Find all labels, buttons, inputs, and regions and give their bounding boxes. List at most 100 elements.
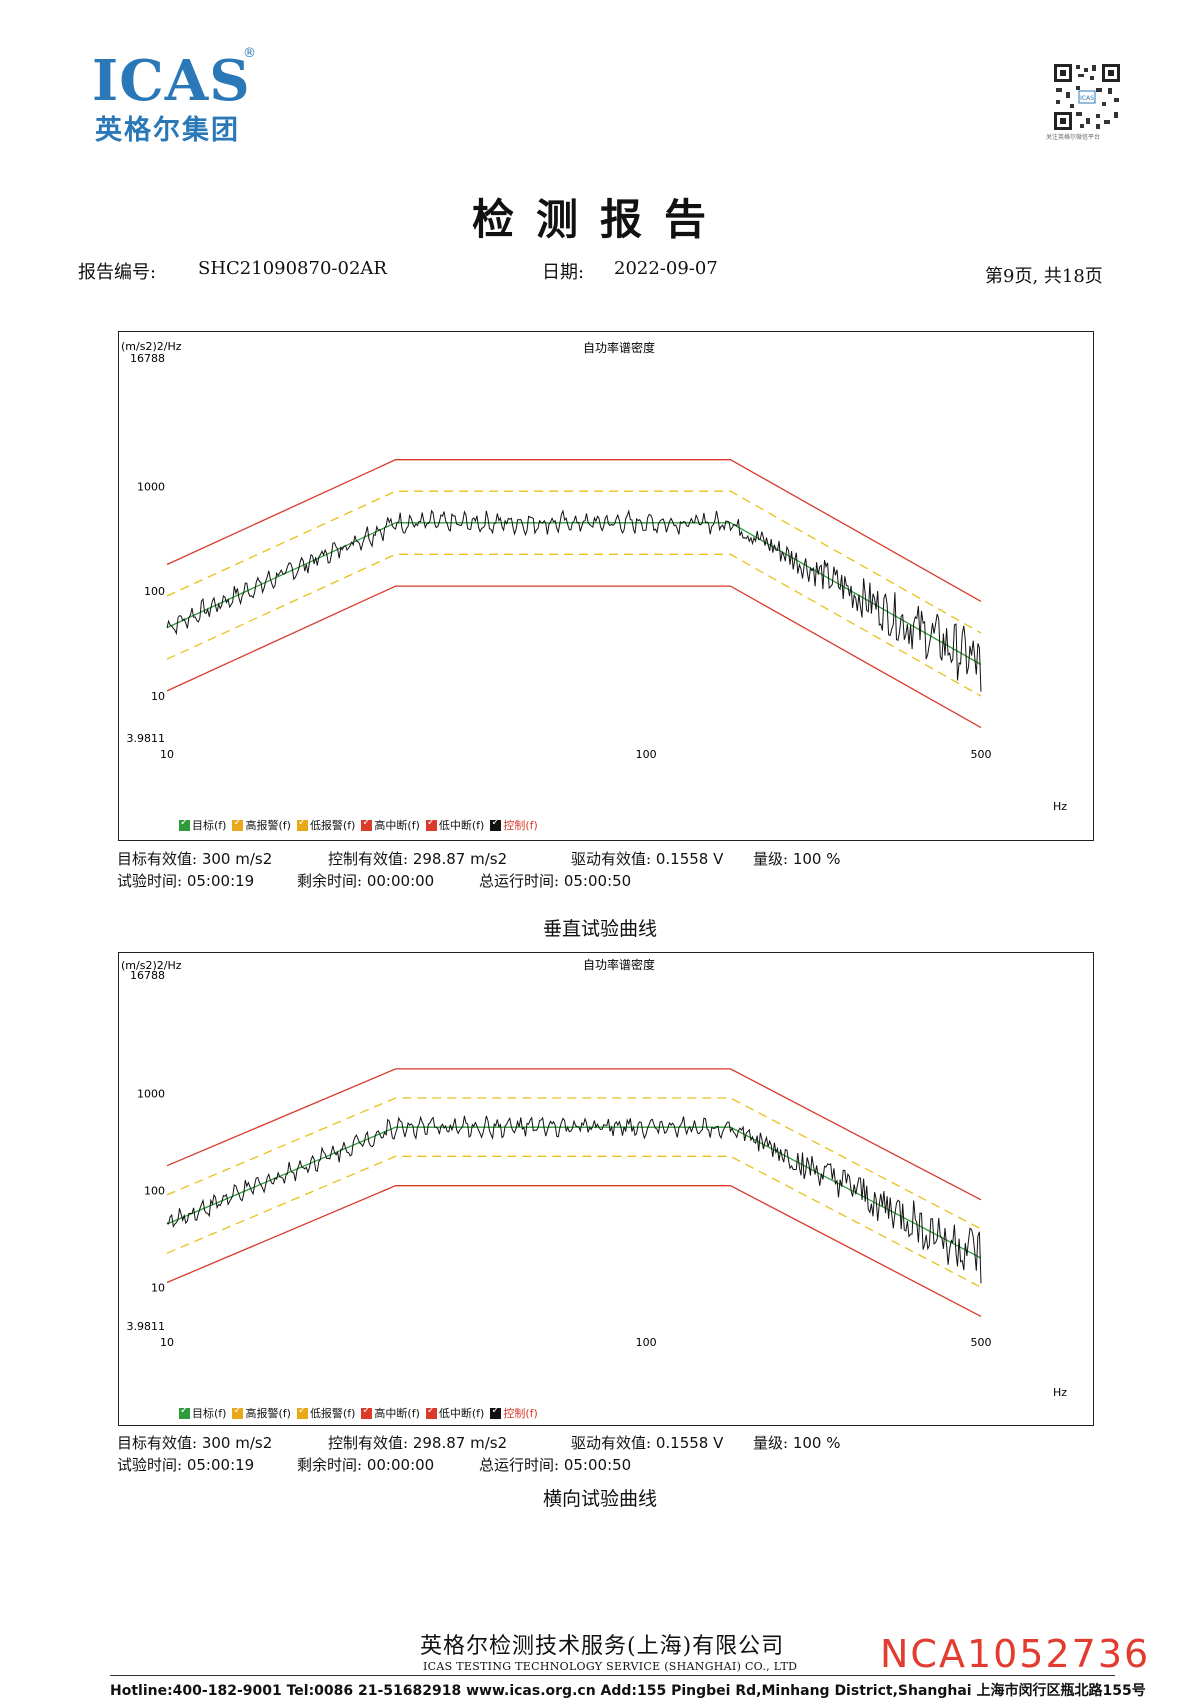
control-rms-value: 298.87 m/s2	[412, 850, 508, 868]
y-tick-label: 3.9811	[127, 1320, 166, 1333]
y-tick-label: 16788	[130, 352, 165, 365]
level-value: 100 %	[792, 1434, 841, 1452]
target-rms-label: 目标有效值:	[117, 1434, 198, 1452]
y-tick-label: 1000	[137, 1088, 165, 1101]
legend-label: 目标(f)	[192, 1407, 227, 1420]
y-tick-label: 3.9811	[127, 732, 166, 745]
total-run-time-label: 总运行时间:	[479, 872, 560, 890]
series-目标f	[166, 1126, 982, 1259]
series-control	[166, 509, 982, 692]
checkbox-icon	[296, 1405, 308, 1419]
y-tick-label: 16788	[130, 969, 165, 982]
series-control	[166, 1115, 982, 1284]
checkbox-icon	[179, 817, 190, 831]
drive-rms-label: 驱动有效值:	[571, 1434, 652, 1452]
chart-xunit: Hz	[1053, 1386, 1067, 1399]
series-高中断f	[166, 459, 982, 602]
legend-item: 低中断(f)	[425, 817, 485, 833]
series-目标f	[166, 522, 982, 666]
logo-chinese-name: 英格尔集团	[95, 115, 240, 146]
series-低报警f	[166, 553, 982, 697]
date-value: 2022-09-07	[614, 258, 718, 279]
report-number: SHC21090870-02AR	[198, 258, 387, 279]
checkbox-icon	[361, 817, 373, 831]
total-run-time-label: 总运行时间:	[479, 1456, 560, 1474]
qr-caption: 关注英格尔微信平台	[1046, 134, 1101, 141]
legend-label: 低报警(f)	[309, 819, 356, 832]
svg-text:ICAS: ICAS	[1080, 95, 1094, 102]
chart-ylabel: (m/s2)2/Hz	[121, 340, 182, 353]
legend-item: 控制(f)	[490, 817, 538, 833]
footer-divider	[110, 1675, 1115, 1676]
chart-canvas: (m/s2)2/Hz 自功率谱密度 Hz 16788 1000 100 10 3.981…	[121, 340, 1067, 813]
legend-label: 控制(f)	[503, 819, 538, 832]
control-rms-label: 控制有效值:	[328, 1434, 409, 1452]
level-value: 100 %	[792, 850, 841, 868]
x-tick-label: 10	[160, 1336, 174, 1349]
serial-number-stamp: NCA1052736	[880, 1632, 1151, 1676]
legend-label: 高报警(f)	[245, 819, 291, 832]
target-rms-label: 目标有效值:	[117, 850, 198, 868]
series-低报警f	[166, 1155, 982, 1288]
test-time-value: 05:00:19	[186, 1456, 255, 1474]
chart-canvas: (m/s2)2/Hz 自功率谱密度 Hz 16788 1000 100 10 3.981…	[121, 957, 1067, 1399]
y-tick-label: 10	[151, 1281, 165, 1294]
legend-label: 低中断(f)	[438, 819, 485, 832]
caption-vertical: 垂直试验曲线	[542, 918, 657, 940]
remaining-time-label: 剩余时间:	[297, 1456, 363, 1474]
legend-item: 高报警(f)	[232, 817, 291, 833]
legend-item: 控制(f)	[490, 1405, 538, 1421]
y-tick-label: 100	[144, 585, 165, 598]
footer-contact: Hotline:400-182-9001 Tel:0086 21-5168291…	[110, 1683, 1146, 1699]
remaining-time-value: 00:00:00	[366, 872, 435, 890]
x-tick-label: 500	[971, 748, 992, 761]
x-tick-label: 10	[160, 748, 174, 761]
checkbox-icon	[361, 1405, 373, 1419]
chart-legend: 目标(f) 高报警(f) 低报警(f) 高中断(f) 低中断(f) 控制(f)	[179, 1405, 544, 1422]
checkbox-icon	[296, 817, 308, 831]
drive-rms-value: 0.1558 V	[655, 1434, 724, 1452]
level-label: 量级:	[753, 850, 789, 868]
checkbox-icon	[425, 1405, 437, 1419]
legend-label: 控制(f)	[503, 1407, 538, 1420]
company-name-en: ICAS TESTING TECHNOLOGY SERVICE (SHANGHA…	[423, 1660, 798, 1673]
legend-item: 高中断(f)	[361, 817, 420, 833]
checkbox-icon	[232, 1405, 244, 1419]
caption-horizontal: 横向试验曲线	[542, 1488, 657, 1510]
series-高中断f	[166, 1068, 982, 1201]
registered-mark: ®	[243, 46, 256, 61]
legend-label: 目标(f)	[192, 819, 227, 832]
x-tick-label: 100	[636, 748, 657, 761]
total-run-time-value: 05:00:50	[563, 872, 632, 890]
remaining-time-value: 00:00:00	[366, 1456, 435, 1474]
psd-chart-horizontal: (m/s2)2/Hz 自功率谱密度 Hz 16788 1000 100 10 3.981…	[118, 952, 1094, 1426]
target-rms-value: 300 m/s2	[201, 1434, 273, 1452]
control-rms-value: 298.87 m/s2	[412, 1434, 508, 1452]
drive-rms-value: 0.1558 V	[655, 850, 724, 868]
legend-item: 低报警(f)	[296, 1405, 355, 1421]
page-indicator: 第9页, 共18页	[985, 266, 1103, 287]
test-time-label: 试验时间:	[117, 872, 183, 890]
report-number-label: 报告编号:	[78, 262, 157, 283]
checkbox-icon	[490, 1405, 502, 1419]
legend-item: 目标(f)	[179, 1405, 226, 1421]
target-rms-value: 300 m/s2	[201, 850, 273, 868]
x-tick-label: 500	[971, 1336, 992, 1349]
icas-logo: ICAS	[92, 48, 251, 114]
checkbox-icon	[490, 817, 502, 831]
legend-label: 低中断(f)	[438, 1407, 485, 1420]
remaining-time-label: 剩余时间:	[297, 872, 363, 890]
level-label: 量级:	[753, 1434, 789, 1452]
chart-legend: 目标(f) 高报警(f) 低报警(f) 高中断(f) 低中断(f) 控制(f)	[179, 817, 544, 834]
legend-label: 高中断(f)	[374, 819, 420, 832]
legend-label: 高报警(f)	[245, 1407, 291, 1420]
legend-label: 高中断(f)	[374, 1407, 420, 1420]
psd-chart-vertical: (m/s2)2/Hz 自功率谱密度 Hz 16788 1000 100 10 3.981…	[118, 331, 1094, 841]
legend-item: 低报警(f)	[296, 817, 356, 833]
checkbox-icon	[179, 1405, 190, 1419]
checkbox-icon	[425, 817, 437, 831]
legend-item: 目标(f)	[179, 817, 226, 833]
chart-title: 自功率谱密度	[583, 957, 655, 972]
legend-item: 低中断(f)	[425, 1405, 485, 1421]
page-title: 检测报告	[471, 195, 728, 244]
